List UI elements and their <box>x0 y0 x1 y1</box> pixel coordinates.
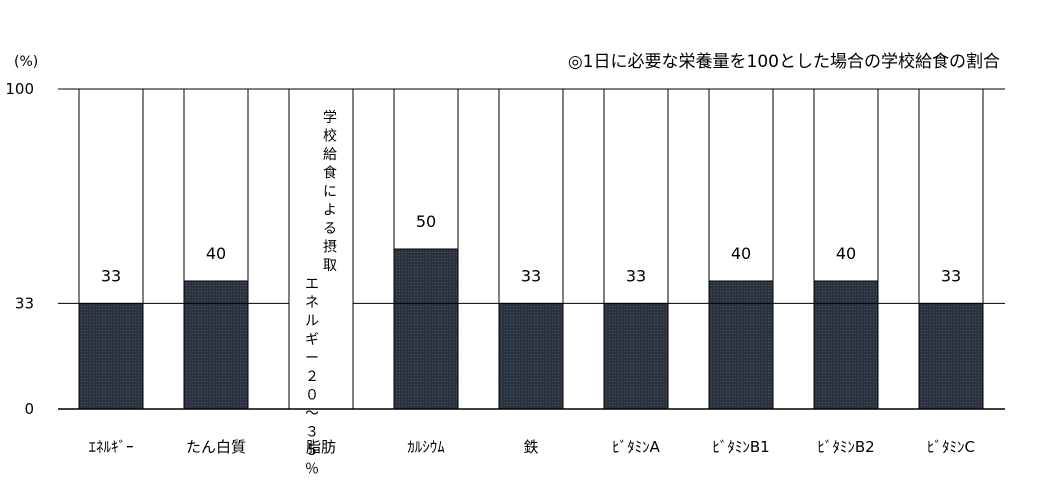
annotation-char: 校 <box>323 128 337 145</box>
annotation-char: 給 <box>323 147 337 163</box>
bar-value <box>813 280 879 410</box>
y-tick-label: 33 <box>15 294 34 312</box>
y-axis-label: (%) <box>14 54 38 70</box>
data-label: 33 <box>101 266 121 285</box>
bar-value <box>918 302 984 410</box>
x-tick-label: ﾋﾞﾀﾐﾝC <box>927 438 975 456</box>
chart-title: ◎1日に必要な栄養量を100とした場合の学校給食の割合 <box>568 52 1000 72</box>
bar-value <box>498 302 564 410</box>
annotation-char: よ <box>323 203 337 219</box>
x-tick-label: ﾋﾞﾀﾐﾝB2 <box>817 438 874 456</box>
annotation-char: ～ <box>305 406 319 422</box>
x-tick-label: たん白質 <box>186 438 246 456</box>
annotation-char: ５ <box>305 443 319 459</box>
x-tick-label: ﾋﾞﾀﾐﾝB1 <box>712 438 769 456</box>
annotation-char: ル <box>305 314 319 330</box>
annotation-char: ％ <box>305 462 319 478</box>
data-label: 33 <box>941 266 961 285</box>
bar-value <box>78 302 144 410</box>
annotation-char: ネ <box>305 295 319 311</box>
bar-background <box>288 88 354 410</box>
data-label: 40 <box>836 244 856 263</box>
overlay-layer: 100 33 0 ｴﾈﾙｷﾞｰ たん白質 脂肪 ｶﾙｼｳﾑ 鉄 ﾋﾞﾀﾐﾝA ﾋﾞﾀﾐﾝB1 ﾋﾞﾀ… <box>5 80 1005 478</box>
y-tick-label: 100 <box>5 80 34 98</box>
annotation-char: 取 <box>323 258 337 274</box>
x-tick-label: 脂肪 <box>306 438 336 456</box>
annotation-char: ０ <box>305 388 319 404</box>
annotation-char: 食 <box>323 165 337 182</box>
annotation-char: に <box>323 184 337 200</box>
bars-layer <box>78 88 984 410</box>
annotation-char: ギ <box>305 332 319 348</box>
annotation-char: る <box>323 221 337 237</box>
data-label: 40 <box>206 244 226 263</box>
data-label: 50 <box>416 212 436 231</box>
data-label: 40 <box>731 244 751 263</box>
y-tick-label: 0 <box>24 400 34 418</box>
bar-value <box>708 280 774 410</box>
bar-value <box>393 248 459 410</box>
x-tick-label: 鉄 <box>523 438 538 456</box>
annotation-char: ２ <box>305 369 319 385</box>
data-label: 33 <box>626 266 646 285</box>
x-tick-label: ﾋﾞﾀﾐﾝA <box>612 438 661 456</box>
annotation-char: ３ <box>305 425 319 441</box>
bar-value <box>183 280 249 410</box>
line-mask <box>289 302 353 305</box>
annotation-char: 摂 <box>323 240 337 256</box>
x-tick-label: ｴﾈﾙｷﾞｰ <box>88 438 133 456</box>
annotation-char: エ <box>305 277 319 293</box>
annotation-char: 学 <box>323 110 337 126</box>
annotation-char: ー <box>305 351 319 367</box>
x-tick-label: ｶﾙｼｳﾑ <box>407 438 445 456</box>
data-label: 33 <box>521 266 541 285</box>
bar-value <box>603 302 669 410</box>
